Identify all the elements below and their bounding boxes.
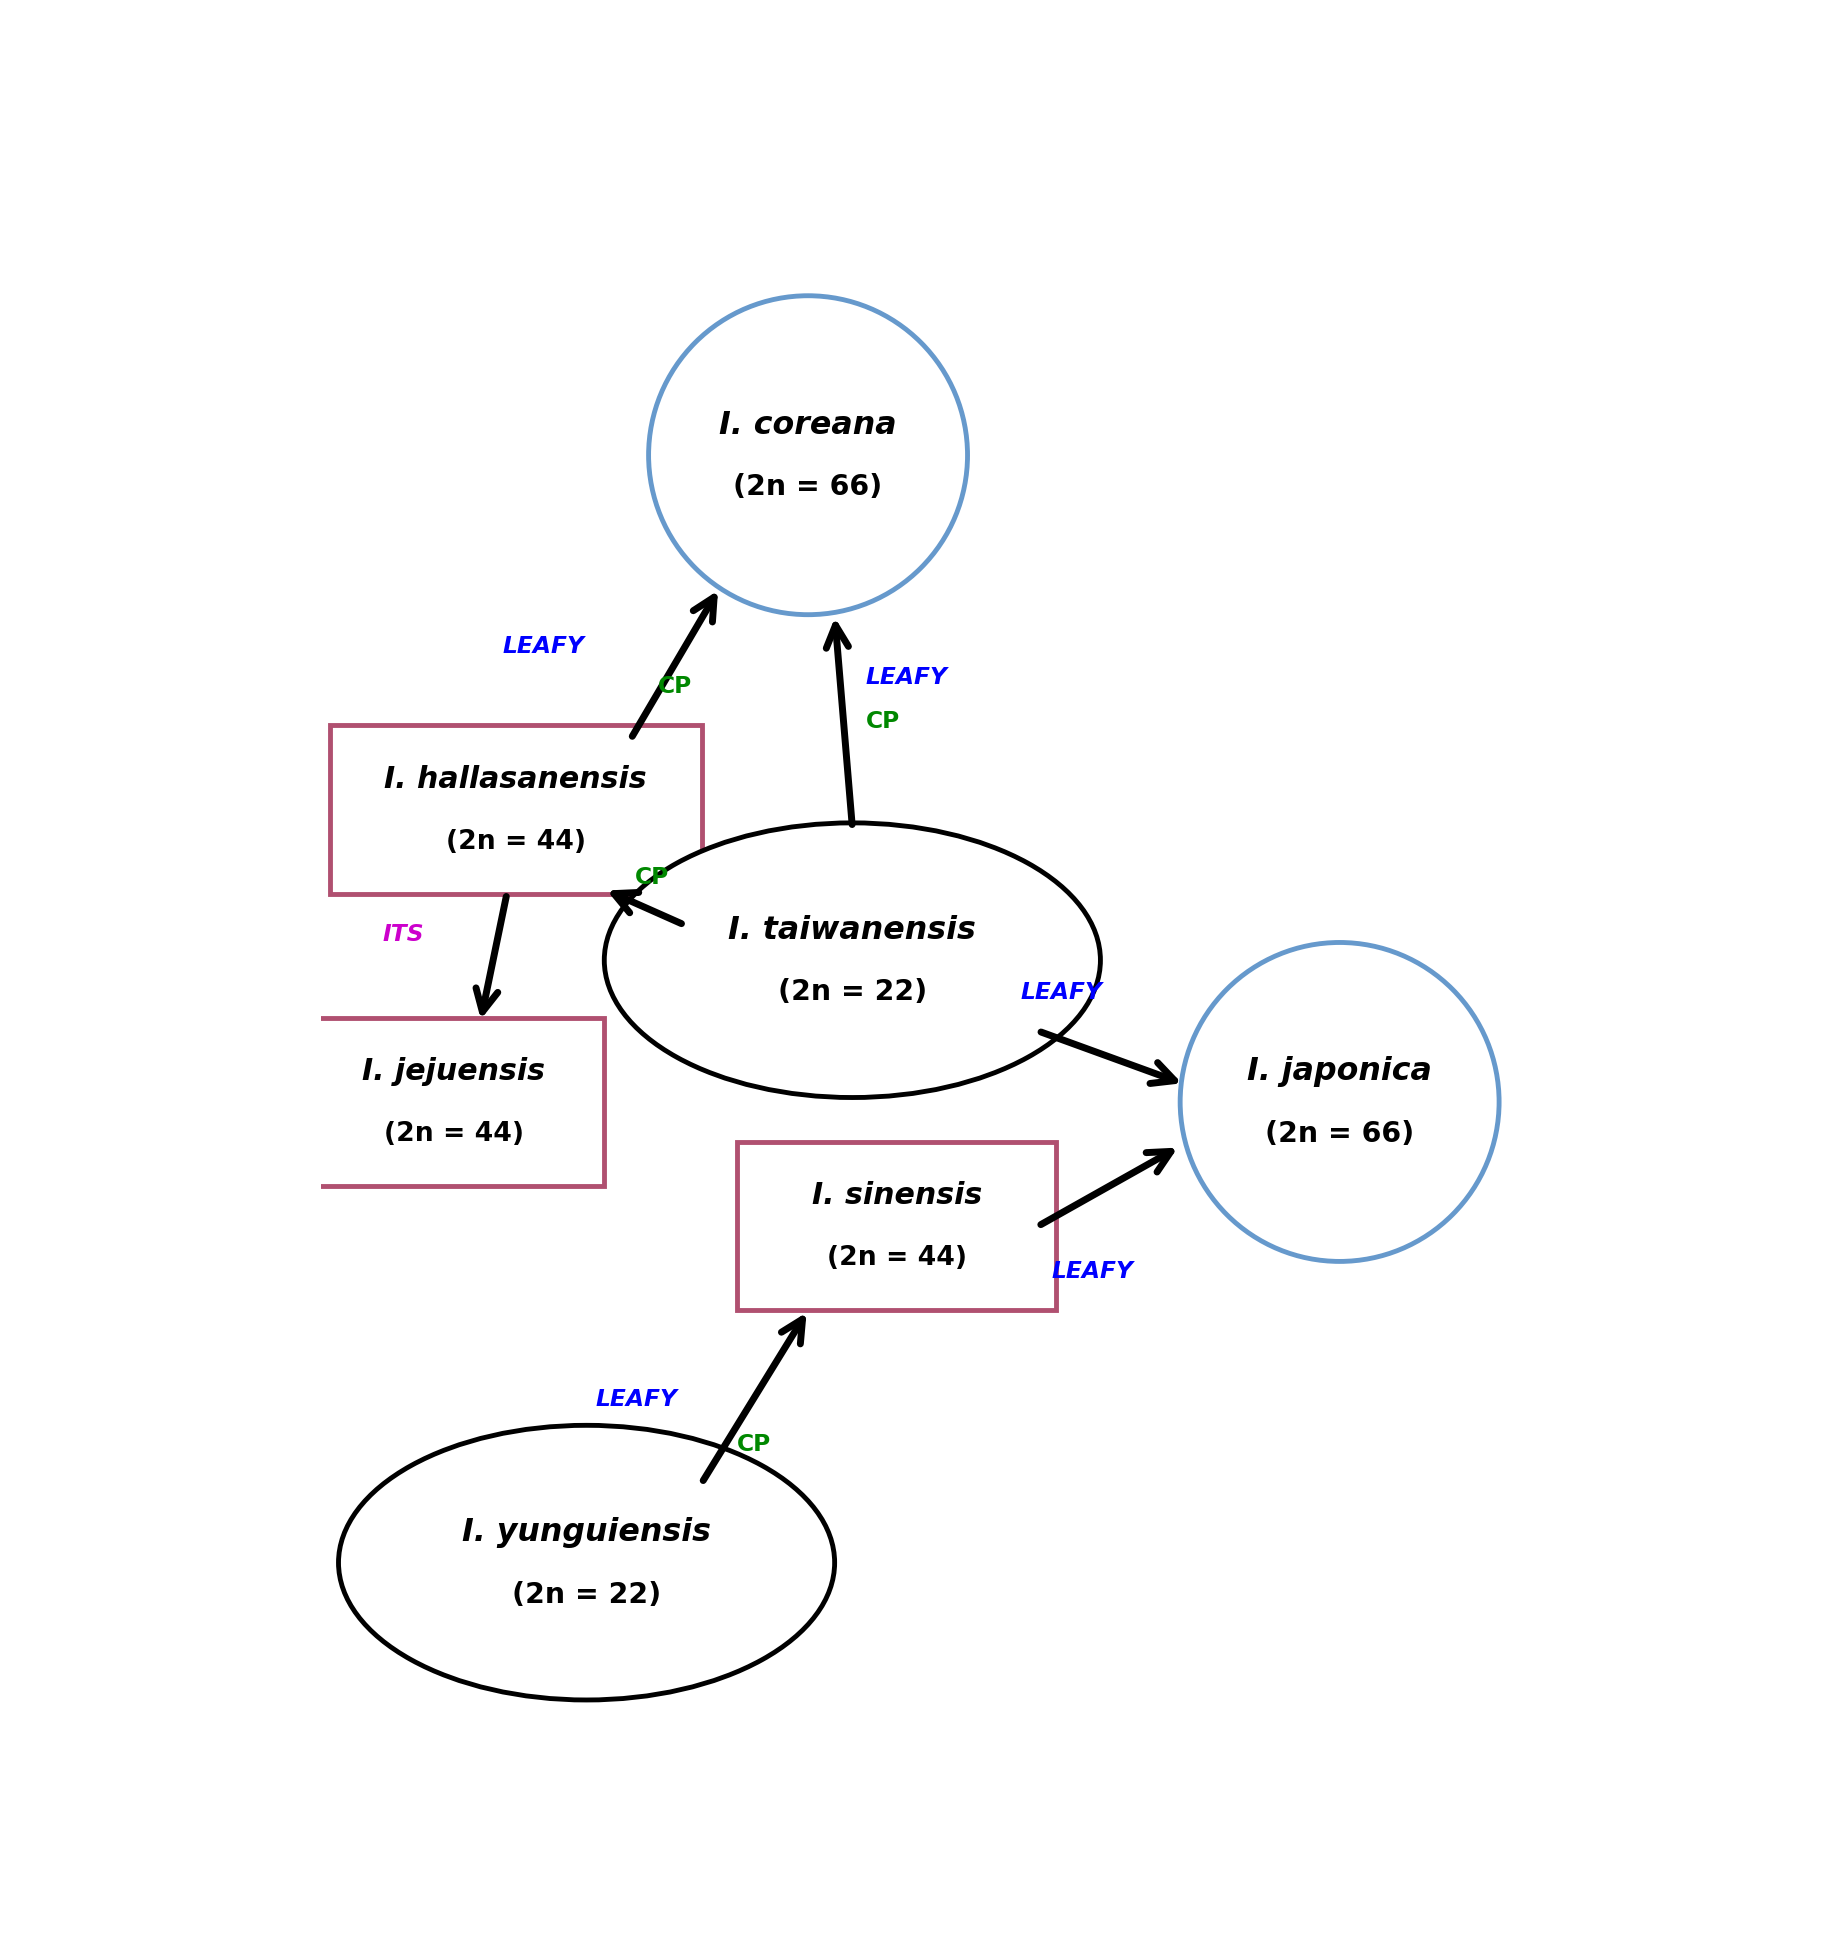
FancyBboxPatch shape [303,1019,604,1187]
Text: CP: CP [865,710,900,733]
Text: I. hallasanensis: I. hallasanensis [384,764,646,794]
Text: (2n = 66): (2n = 66) [733,473,883,500]
Text: CP: CP [635,866,670,888]
Text: (2n = 66): (2n = 66) [1265,1120,1414,1148]
Text: I. jejuensis: I. jejuensis [362,1058,545,1085]
Text: I. sinensis: I. sinensis [812,1181,982,1210]
Text: (2n = 22): (2n = 22) [778,978,927,1005]
Text: (2n = 44): (2n = 44) [384,1120,523,1146]
Text: LEAFY: LEAFY [1021,979,1103,1003]
Ellipse shape [604,823,1100,1099]
Text: LEAFY: LEAFY [865,667,947,688]
Text: (2n = 44): (2n = 44) [446,829,586,854]
Text: CP: CP [657,674,692,698]
Text: (2n = 22): (2n = 22) [512,1580,661,1607]
Text: I. yunguiensis: I. yunguiensis [463,1517,711,1546]
Circle shape [1181,942,1500,1261]
Text: I. japonica: I. japonica [1247,1056,1432,1087]
Text: LEAFY: LEAFY [503,635,584,657]
Circle shape [648,297,968,616]
Ellipse shape [338,1425,835,1701]
Text: (2n = 44): (2n = 44) [826,1245,966,1271]
Text: I. coreana: I. coreana [720,409,896,440]
FancyBboxPatch shape [738,1142,1056,1310]
Text: LEAFY: LEAFY [595,1388,677,1410]
Text: I. taiwanensis: I. taiwanensis [729,915,977,944]
Text: CP: CP [738,1431,771,1455]
Text: ITS: ITS [382,923,424,946]
FancyBboxPatch shape [330,725,701,893]
Text: LEAFY: LEAFY [1052,1259,1133,1282]
